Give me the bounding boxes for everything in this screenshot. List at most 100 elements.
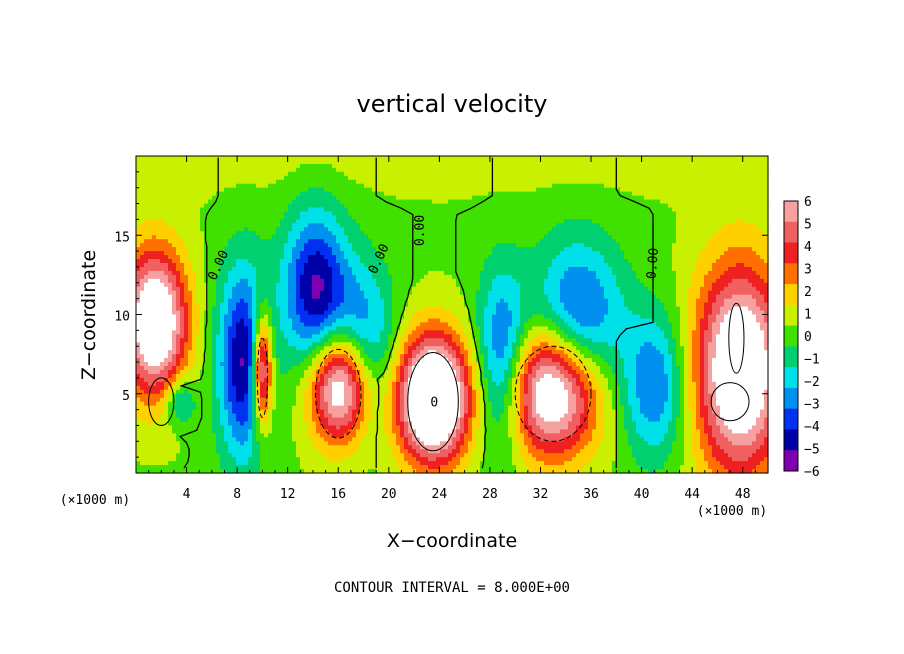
- heat-cell: [376, 251, 381, 256]
- heat-cell: [212, 159, 217, 165]
- heat-cell: [292, 310, 297, 316]
- heat-cell: [212, 203, 217, 209]
- heat-cell: [188, 207, 193, 213]
- heat-cell: [292, 156, 297, 161]
- heat-cell: [288, 465, 293, 470]
- heat-cell: [372, 302, 377, 308]
- heat-cell: [256, 465, 261, 470]
- heat-cell: [152, 330, 157, 335]
- heat-cell: [156, 255, 161, 260]
- heat-cell: [228, 314, 233, 320]
- heat-cell: [228, 215, 233, 220]
- heat-cell: [260, 401, 265, 407]
- heat-cell: [372, 163, 377, 169]
- heat-cell: [152, 326, 157, 331]
- heat-cell: [364, 255, 369, 260]
- heat-cell: [208, 314, 213, 320]
- heat-cell: [344, 385, 349, 391]
- heat-cell: [312, 445, 317, 450]
- heat-cell: [272, 453, 277, 458]
- heat-cell: [220, 358, 225, 363]
- heat-cell: [252, 302, 257, 308]
- heat-cell: [200, 262, 205, 268]
- heat-cell: [332, 350, 337, 355]
- heat-cell: [384, 187, 389, 193]
- heat-cell: [284, 270, 289, 276]
- heat-cell: [224, 175, 229, 181]
- heat-cell: [296, 251, 301, 256]
- heat-cell: [192, 366, 197, 371]
- heat-cell: [140, 274, 145, 280]
- heat-cell: [228, 286, 233, 292]
- heat-cell: [180, 389, 185, 395]
- heat-cell: [152, 183, 157, 189]
- heat-cell: [276, 366, 281, 371]
- heat-cell: [324, 294, 329, 300]
- heat-cell: [184, 425, 189, 431]
- heat-cell: [344, 286, 349, 292]
- heat-cell: [372, 282, 377, 288]
- heat-cell: [160, 302, 165, 308]
- heat-cell: [372, 421, 377, 427]
- heat-cell: [260, 171, 265, 177]
- heat-cell: [228, 354, 233, 359]
- heat-cell: [172, 255, 177, 260]
- heat-cell: [160, 433, 165, 438]
- heat-cell: [168, 251, 173, 256]
- heat-cell: [352, 461, 357, 466]
- heat-cell: [204, 183, 209, 189]
- heat-cell: [280, 191, 285, 197]
- heat-cell: [244, 175, 249, 181]
- heat-cell: [348, 465, 353, 470]
- heat-cell: [340, 314, 345, 320]
- heat-cell: [196, 171, 201, 177]
- heat-cell: [156, 421, 161, 427]
- heat-cell: [216, 203, 221, 209]
- heat-cell: [344, 195, 349, 201]
- heat-cell: [376, 362, 381, 367]
- heat-cell: [260, 405, 265, 411]
- heat-cell: [152, 171, 157, 177]
- heat-cell: [224, 159, 229, 165]
- heat-cell: [372, 433, 377, 438]
- heat-cell: [376, 163, 381, 169]
- heat-cell: [232, 389, 237, 395]
- heat-cell: [336, 461, 341, 466]
- heat-cell: [340, 409, 345, 415]
- heat-cell: [224, 377, 229, 383]
- heat-cell: [328, 385, 333, 391]
- heat-cell: [244, 227, 249, 232]
- heat-cell: [280, 310, 285, 316]
- heat-cell: [200, 389, 205, 395]
- heat-cell: [320, 251, 325, 256]
- heat-cell: [376, 421, 381, 427]
- heat-cell: [168, 425, 173, 431]
- heat-cell: [224, 366, 229, 371]
- heat-cell: [188, 441, 193, 446]
- heat-cell: [256, 223, 261, 228]
- heat-cell: [152, 215, 157, 220]
- heat-cell: [144, 231, 149, 236]
- heat-cell: [304, 159, 309, 165]
- heat-cell: [284, 342, 289, 347]
- heat-cell: [168, 326, 173, 331]
- heat-cell: [324, 373, 329, 379]
- heat-cell: [136, 350, 141, 355]
- heat-cell: [308, 461, 313, 466]
- heat-cell: [344, 247, 349, 252]
- heat-cell: [164, 262, 169, 268]
- heat-cell: [196, 187, 201, 193]
- heat-cell: [140, 401, 145, 407]
- heat-cell: [296, 191, 301, 197]
- heat-cell: [352, 377, 357, 383]
- heat-cell: [256, 429, 261, 434]
- heat-cell: [228, 366, 233, 371]
- heat-cell: [356, 286, 361, 292]
- heat-cell: [368, 270, 373, 276]
- heat-cell: [172, 417, 177, 423]
- heat-cell: [304, 187, 309, 193]
- heat-cell: [340, 266, 345, 272]
- heat-cell: [292, 290, 297, 296]
- heat-cell: [276, 425, 281, 431]
- heat-cell: [308, 469, 313, 474]
